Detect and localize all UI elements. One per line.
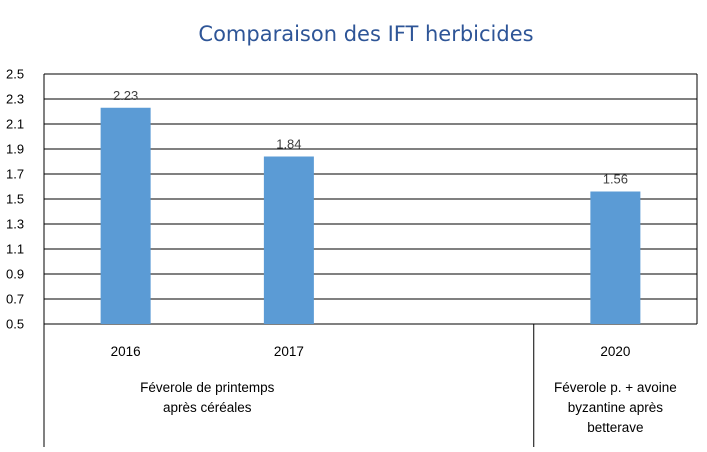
- y-tick-label: 2.1: [6, 117, 24, 132]
- x-category-label: 2016: [111, 344, 141, 359]
- x-category-label: 2020: [600, 344, 630, 359]
- x-group-label-line: Féverole p. + avoine: [554, 380, 677, 395]
- bar-2017: [263, 156, 314, 324]
- y-tick-label: 0.9: [6, 267, 24, 282]
- data-labels: 2.23 1.84 1.56: [113, 88, 628, 187]
- y-tick-label: 1.5: [6, 192, 24, 207]
- gridlines: [44, 73, 697, 325]
- x-group-label-line: Féverole de printemps: [140, 380, 275, 395]
- chart-title: Comparaison des IFT herbicides: [198, 22, 533, 46]
- bars: [100, 107, 641, 324]
- y-tick-label: 1.3: [6, 217, 24, 232]
- data-label: 1.56: [603, 172, 628, 187]
- data-label: 2.23: [113, 88, 138, 103]
- x-group-label-line: byzantine après: [568, 400, 664, 415]
- x-group-label-line: betterave: [587, 420, 643, 435]
- y-tick-label: 1.7: [6, 167, 24, 182]
- data-label: 1.84: [276, 137, 301, 152]
- bar-2016: [100, 107, 151, 324]
- x-category-label: 2017: [274, 344, 304, 359]
- y-tick-label: 1.1: [6, 242, 24, 257]
- x-axis-frame: [43, 74, 698, 447]
- y-tick-label: 0.7: [6, 292, 24, 307]
- bar-2020: [590, 191, 641, 324]
- y-tick-label: 2.5: [6, 67, 24, 82]
- y-tick-label: 2.3: [6, 92, 24, 107]
- x-group-label-line: après céréales: [163, 400, 252, 415]
- y-axis-ticks: 2.5 2.3 2.1 1.9 1.7 1.5 1.3 1.1 0.9 0.7 0.5: [6, 67, 24, 332]
- x-axis-groups: Féverole de printemps après céréales Féver…: [140, 380, 677, 435]
- y-tick-label: 1.9: [6, 142, 24, 157]
- y-tick-label: 0.5: [6, 317, 24, 332]
- x-axis-categories: 2016 2017 2020: [111, 344, 631, 359]
